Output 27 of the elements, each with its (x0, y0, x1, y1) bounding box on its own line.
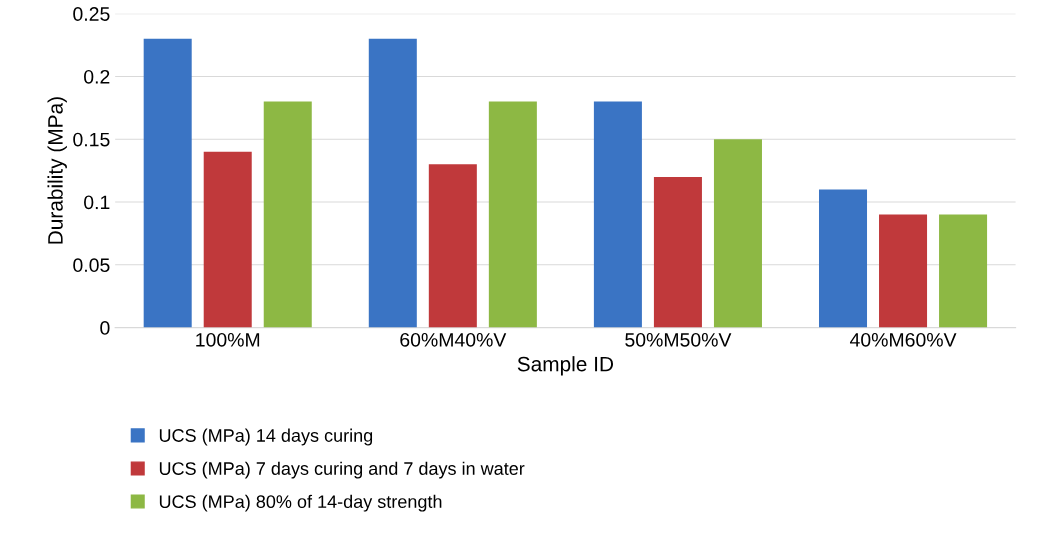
x-tick-label: 50%M50%V (625, 332, 732, 347)
y-axis-title: Durability (MPa) (47, 97, 67, 244)
y-tick-label: 0.1 (84, 195, 110, 210)
bar (428, 164, 477, 328)
bar (819, 189, 868, 328)
y-tick-label: 0.05 (73, 258, 110, 273)
x-tick-label: 60%M40%V (400, 332, 507, 347)
bar (713, 139, 762, 328)
y-tick-label: 0 (100, 321, 110, 335)
x-axis-title: Sample ID (517, 356, 614, 376)
bar (939, 214, 988, 328)
bar (879, 214, 928, 328)
bar (368, 38, 417, 328)
bar (653, 176, 702, 328)
x-tick-label: 40%M60%V (849, 332, 957, 347)
x-tick-label: 100%M (196, 332, 260, 347)
bar (263, 101, 312, 328)
y-tick-label: 0.2 (84, 69, 110, 84)
bar (593, 101, 642, 328)
bar (488, 101, 537, 328)
legend-label: UCS (MPa) 14 days curing (159, 428, 373, 446)
legend-label: UCS (MPa) 7 days curing and 7 days in water (159, 461, 525, 479)
y-tick-label: 0.25 (73, 7, 110, 21)
bar (143, 38, 192, 328)
y-tick-label: 0.15 (73, 132, 110, 147)
bar (203, 151, 252, 328)
legend-label: UCS (MPa) 80% of 14-day strength (159, 494, 442, 512)
